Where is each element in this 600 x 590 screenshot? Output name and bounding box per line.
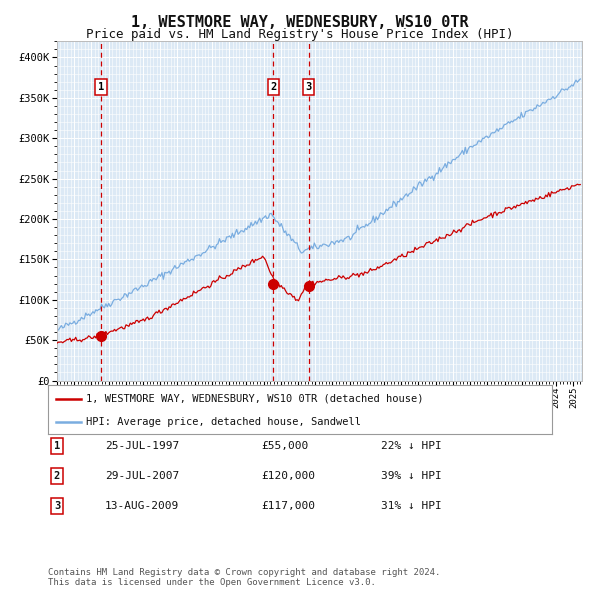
Text: 13-AUG-2009: 13-AUG-2009 [105, 502, 179, 511]
Text: 1: 1 [54, 441, 60, 451]
Text: 1, WESTMORE WAY, WEDNESBURY, WS10 0TR: 1, WESTMORE WAY, WEDNESBURY, WS10 0TR [131, 15, 469, 30]
Text: 39% ↓ HPI: 39% ↓ HPI [381, 471, 442, 481]
Text: 1: 1 [98, 82, 104, 92]
Text: £55,000: £55,000 [261, 441, 308, 451]
Text: 25-JUL-1997: 25-JUL-1997 [105, 441, 179, 451]
Text: 2: 2 [270, 82, 277, 92]
Text: Price paid vs. HM Land Registry's House Price Index (HPI): Price paid vs. HM Land Registry's House … [86, 28, 514, 41]
Text: 1, WESTMORE WAY, WEDNESBURY, WS10 0TR (detached house): 1, WESTMORE WAY, WEDNESBURY, WS10 0TR (d… [86, 394, 424, 404]
Text: Contains HM Land Registry data © Crown copyright and database right 2024.
This d: Contains HM Land Registry data © Crown c… [48, 568, 440, 587]
Text: £120,000: £120,000 [261, 471, 315, 481]
Text: 3: 3 [54, 502, 60, 511]
Text: 31% ↓ HPI: 31% ↓ HPI [381, 502, 442, 511]
Text: 22% ↓ HPI: 22% ↓ HPI [381, 441, 442, 451]
Text: £117,000: £117,000 [261, 502, 315, 511]
Text: 2: 2 [54, 471, 60, 481]
Text: HPI: Average price, detached house, Sandwell: HPI: Average price, detached house, Sand… [86, 417, 361, 427]
Text: 3: 3 [305, 82, 312, 92]
Text: 29-JUL-2007: 29-JUL-2007 [105, 471, 179, 481]
